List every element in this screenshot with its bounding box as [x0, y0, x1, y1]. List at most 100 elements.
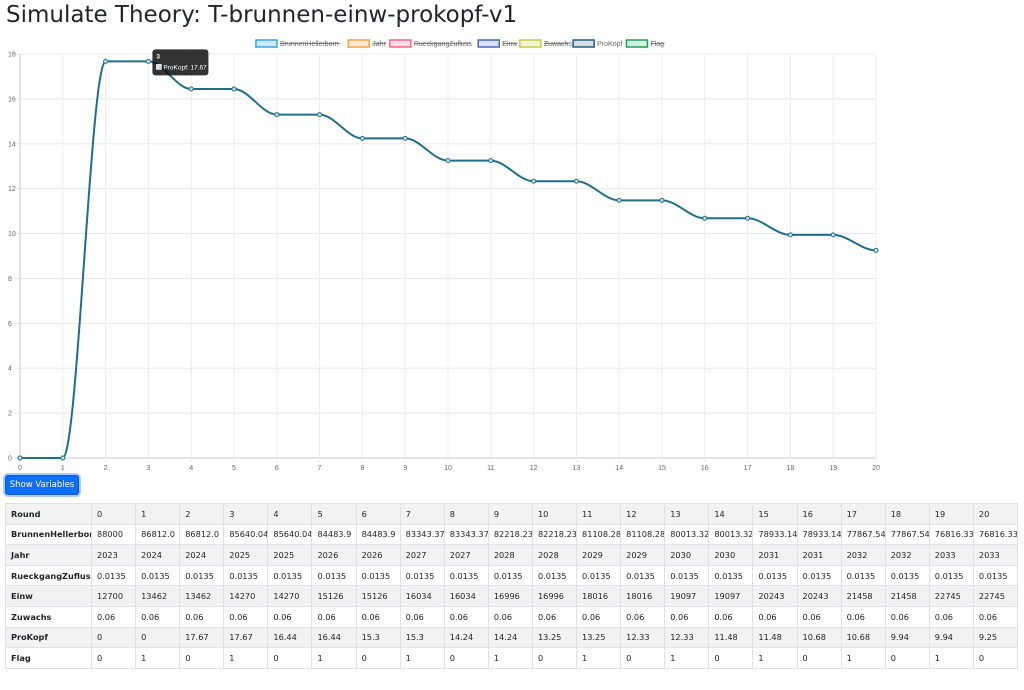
table-cell: 0.0135: [708, 564, 754, 587]
table-cell: 0.0135: [928, 564, 974, 587]
table-cell: 0.06: [972, 605, 1018, 628]
table-cell: 0.06: [576, 605, 622, 628]
table-cell: 14: [708, 503, 754, 525]
row-header: Zuwachs: [5, 605, 92, 628]
data-point[interactable]: [145, 58, 151, 64]
legend-item-flag[interactable]: Flag: [625, 39, 665, 48]
chart-series: [17, 58, 879, 461]
table-cell: 0.0135: [267, 564, 313, 587]
table-cell: 14.24: [443, 626, 489, 649]
table-cell: 1: [840, 647, 886, 669]
legend-item-zuwachs[interactable]: Zuwachs: [519, 39, 573, 48]
legend-item-jahr[interactable]: Jahr: [347, 39, 387, 48]
x-tick-label: 12: [530, 465, 538, 472]
table-cell: 2029: [576, 544, 622, 566]
table-cell: 0: [135, 626, 181, 649]
show-variables-button[interactable]: Show Variables: [5, 475, 79, 495]
table-cell: 12700: [90, 585, 137, 607]
legend-item-rueckgangzufluss[interactable]: RueckgangZufluss: [389, 39, 472, 48]
table-cell: 14270: [223, 585, 269, 607]
data-point[interactable]: [659, 197, 665, 203]
table-cell: 0.0135: [90, 564, 137, 587]
data-point[interactable]: [488, 158, 494, 164]
table-cell: 10.68: [840, 626, 886, 649]
table-cell: 15126: [355, 585, 401, 607]
data-point[interactable]: [17, 455, 23, 461]
table-cell: 0.06: [355, 605, 401, 628]
table-cell: 13: [664, 503, 710, 525]
table-cell: 80013.32: [708, 523, 754, 546]
data-point[interactable]: [830, 232, 836, 238]
table-cell: 0.06: [928, 605, 974, 628]
table-cell: 17.67: [179, 626, 225, 649]
table-cell: 0.0135: [355, 564, 401, 587]
table-cell: 2031: [796, 544, 842, 566]
table-cell: 1: [399, 647, 445, 669]
data-point[interactable]: [873, 247, 879, 253]
table-cell: 0: [90, 647, 137, 669]
chart-legend[interactable]: BrunnenHellerborn Jahr RueckgangZufluss Ein…: [255, 39, 665, 48]
table-cell: 16.44: [267, 626, 313, 649]
data-point[interactable]: [445, 158, 451, 164]
x-tick-label: 8: [360, 465, 364, 472]
legend-item-prokopf[interactable]: ProKopf: [572, 39, 622, 48]
table-cell: 1: [487, 647, 533, 669]
tooltip-swatch: [156, 64, 162, 70]
table-cell: 20243: [796, 585, 842, 607]
data-point[interactable]: [573, 178, 579, 184]
table-cell: 2025: [223, 544, 269, 566]
x-axis-ticks: 0 1 2 3 4 5 6 7 8 9 10 11 12 13 14 15 16 17 18 19 20: [18, 465, 880, 472]
table-cell: 18: [884, 503, 930, 525]
table-cell: 18016: [576, 585, 622, 607]
legend-swatch: [255, 39, 278, 48]
data-point[interactable]: [787, 232, 793, 238]
legend-label: Zuwachs: [544, 41, 573, 48]
table-cell: 16: [796, 503, 842, 525]
data-point[interactable]: [616, 197, 622, 203]
table-cell: 9.94: [928, 626, 974, 649]
table-cell: 13.25: [531, 626, 578, 649]
data-point[interactable]: [402, 135, 408, 141]
table-cell: 0.06: [135, 605, 181, 628]
table-cell: 78933.14: [752, 523, 798, 546]
table-cell: 0: [90, 503, 137, 525]
table-cell: 19097: [664, 585, 710, 607]
table-cell: 1: [752, 647, 798, 669]
tooltip-title: 3: [156, 53, 160, 60]
table-row: Zuwachs 0.06 0.06 0.06 0.06 0.06 0.06 0.06 0.06 0…: [5, 605, 1018, 628]
table-cell: 21458: [884, 585, 930, 607]
data-point[interactable]: [745, 215, 751, 221]
table-cell: 82218.23: [487, 523, 533, 546]
data-point[interactable]: [531, 178, 537, 184]
table-cell: 0.0135: [840, 564, 886, 587]
row-header: ProKopf: [5, 626, 92, 649]
data-point[interactable]: [317, 112, 323, 118]
table-cell: 0: [267, 647, 313, 669]
table-cell: 0.06: [223, 605, 269, 628]
table-cell: 1: [311, 647, 357, 669]
table-cell: 0.0135: [620, 564, 666, 587]
table-cell: 0.06: [311, 605, 357, 628]
table-row: Flag 0 1 0 1 0 1 0 1 0 1 0 1 0 1 0 1 0 1 0 1 0: [5, 647, 1018, 669]
data-point[interactable]: [274, 112, 280, 118]
table-cell: 15.3: [399, 626, 445, 649]
legend-item-brunnenhellerborn[interactable]: BrunnenHellerborn: [255, 39, 341, 48]
x-tick-label: 4: [189, 465, 193, 472]
table-cell: 2032: [840, 544, 886, 566]
data-point[interactable]: [231, 86, 237, 92]
table-cell: 19: [928, 503, 974, 525]
data-point[interactable]: [359, 135, 365, 141]
table-cell: 12.33: [620, 626, 666, 649]
data-point[interactable]: [60, 455, 66, 461]
data-point[interactable]: [702, 215, 708, 221]
legend-item-einw[interactable]: Einw: [477, 39, 518, 48]
legend-swatch: [347, 39, 370, 48]
table-cell: 22745: [928, 585, 974, 607]
table-cell: 0.06: [840, 605, 886, 628]
data-point[interactable]: [188, 86, 194, 92]
data-point[interactable]: [103, 58, 109, 64]
table-row: Jahr 2023 2024 2024 2025 2025 2026 2026 2027 2027…: [5, 544, 1018, 566]
table-row: RueckgangZufluss 0.0135 0.0135 0.0135 0.0135…: [5, 564, 1018, 587]
row-header: Round: [5, 503, 92, 525]
